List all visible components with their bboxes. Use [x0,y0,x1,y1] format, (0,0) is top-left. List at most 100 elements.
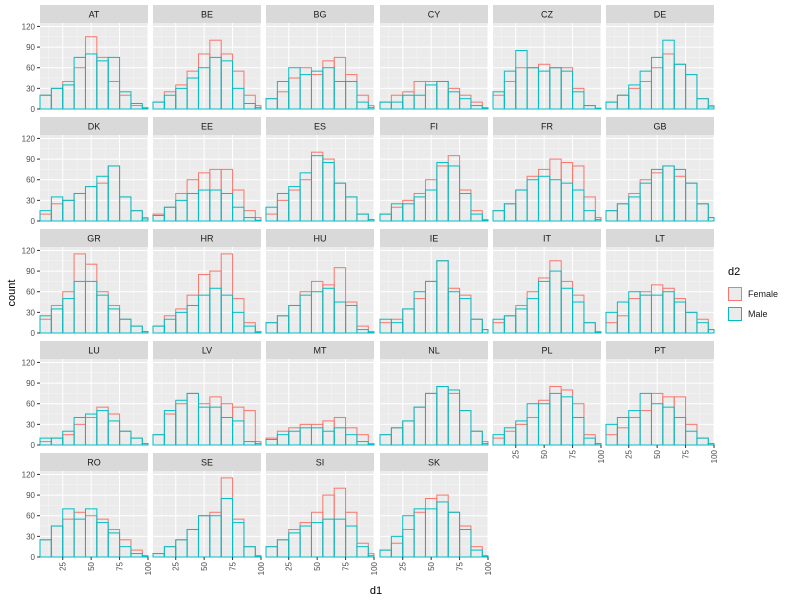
facet-label-nl: NL [428,346,440,356]
y-tick-label: 60 [26,400,35,409]
facet-label-ie: IE [430,234,439,244]
bar-male-at [107,56,121,110]
x-tick-label: 100 [144,561,153,575]
bar-male-dk [130,210,143,222]
y-tick-label: 120 [22,470,36,479]
y-tick-label: 60 [26,288,35,297]
x-tick-label: 100 [257,561,266,575]
bar-male-ee [254,219,262,222]
y-tick-label: 30 [26,532,35,541]
bar-male-mt [367,443,375,446]
bar-male-cz [583,105,596,110]
bar-male-cy [470,105,483,110]
bar-male-lt [696,322,709,334]
bar-male-hr [243,325,256,334]
facet-strip-gb [606,117,714,135]
bar-male-cy [459,98,472,110]
panel-bg-at [40,23,148,109]
legend-title: d2 [728,266,741,278]
facet-label-be: BE [201,10,213,20]
legend-entry-male: Male [728,304,800,324]
bar-male-at [119,91,132,110]
y-tick-label: 90 [26,43,35,52]
bar-male-se [243,546,256,558]
facet-label-lt: LT [655,234,665,244]
bar-male-si [367,555,375,558]
facet-label-mt: MT [314,346,327,356]
panel-bg-pl [493,359,601,445]
bar-male-hr [232,311,245,334]
y-tick-label: 90 [26,379,35,388]
facet-label-gb: GB [653,122,666,132]
bar-male-si [356,546,369,558]
bar-male-fi [470,213,483,222]
bar-male-pl [594,443,602,446]
facet-strip-cy [380,5,488,23]
x-tick-label: 100 [597,449,606,463]
bar-male-pl [572,416,585,446]
x-tick-label: 75 [569,449,578,458]
facet-strip-se [153,453,261,471]
legend-label-male: Male [748,309,768,319]
bar-male-hu [356,329,369,334]
bar-male-ro [107,532,121,558]
x-tick-label: 50 [653,449,662,458]
bar-male-bg [345,80,358,110]
bar-male-cz [560,70,574,110]
facet-label-de: DE [654,10,667,20]
panel-bg-dk [40,135,148,221]
panel-bg-si [266,471,374,557]
panel-bg-es [266,135,374,221]
y-tick-label: 60 [26,176,35,185]
bar-male-fi [459,192,472,222]
bar-male-si [345,525,358,558]
facet-label-cy: CY [428,10,441,20]
bar-male-es [345,196,358,222]
y-tick-label: 120 [22,358,36,367]
x-tick-label: 75 [456,561,465,570]
facet-strip-lv [153,341,261,359]
facet-strip-fi [380,117,488,135]
x-tick-label: 75 [342,561,351,570]
bar-male-dk [107,165,121,222]
bar-male-de [696,98,709,110]
x-tick-label: 100 [370,561,379,575]
y-tick-label: 120 [22,22,36,31]
facet-label-bg: BG [313,10,326,20]
panel-bg-ee [153,135,261,221]
bar-male-cz [572,91,585,110]
facet-label-ro: RO [87,458,101,468]
bar-male-pt [707,443,715,446]
panel-bg-lv [153,359,261,445]
bar-male-be [220,60,234,110]
y-tick-label: 60 [26,64,35,73]
bar-male-cz [594,107,602,110]
panel-bg-mt [266,359,374,445]
facet-label-sk: SK [428,458,440,468]
panel-bg-hr [153,247,261,333]
facet-label-at: AT [89,10,100,20]
facet-strip-lt [606,229,714,247]
bar-male-lu [141,443,149,446]
facet-strip-pt [606,341,714,359]
bar-male-lv [232,420,245,446]
bar-male-dk [119,196,132,222]
bar-male-be [232,87,245,110]
bar-male-es [367,219,375,222]
bar-male-se [254,555,262,558]
bar-male-ie [481,329,489,334]
facet-strip-nl [380,341,488,359]
bar-male-sk [470,549,483,558]
facet-strip-lu [40,341,148,359]
panel-bg-fi [380,135,488,221]
y-tick-label: 90 [26,267,35,276]
facet-strip-ee [153,117,261,135]
panel-bg-lu [40,359,148,445]
bar-male-ie [470,318,483,334]
facet-strip-hr [153,229,261,247]
bar-male-fr [572,189,585,222]
facet-strip-ro [40,453,148,471]
facet-strip-bg [266,5,374,23]
facet-label-lu: LU [88,346,100,356]
x-tick-label: 100 [710,449,719,463]
